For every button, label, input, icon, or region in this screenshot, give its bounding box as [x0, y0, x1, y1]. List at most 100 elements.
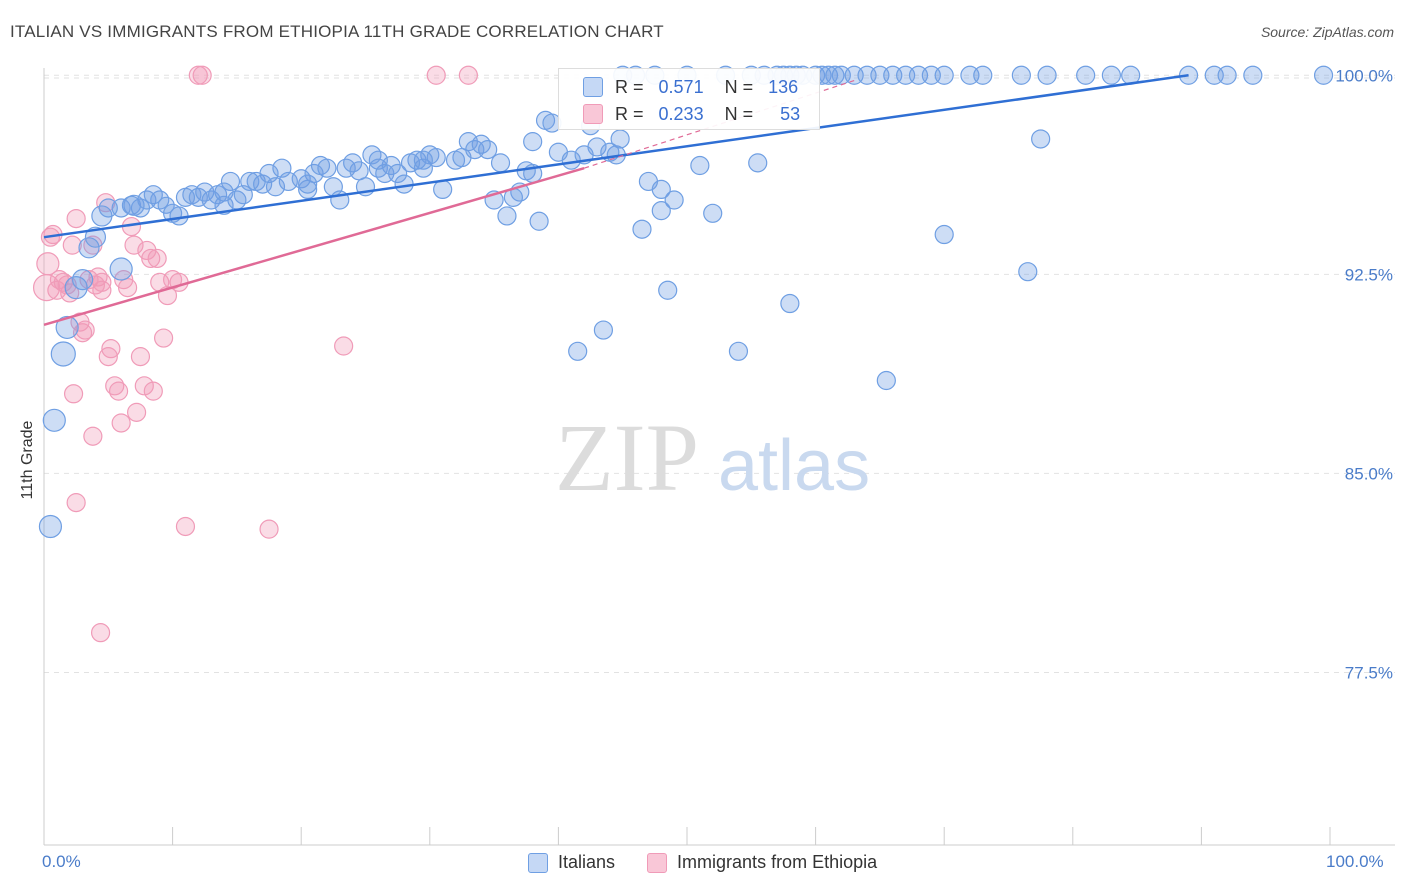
data-point	[130, 198, 151, 218]
legend-label: Italians	[558, 852, 616, 872]
data-point	[75, 320, 95, 340]
data-point	[568, 341, 588, 361]
data-point	[157, 196, 175, 214]
data-point	[1243, 65, 1263, 85]
data-point	[529, 211, 549, 231]
data-point	[1101, 65, 1121, 85]
n-label: N =	[724, 76, 754, 97]
data-point	[66, 493, 86, 513]
data-point	[388, 163, 408, 184]
data-point	[38, 514, 63, 539]
r-label: R =	[615, 76, 644, 97]
italians-swatch	[528, 852, 548, 873]
italians-swatch	[583, 77, 603, 97]
legend-item-ethiopia[interactable]: Immigrants from Ethiopia	[647, 852, 877, 873]
data-point	[664, 190, 684, 210]
watermark: ZIP atlas	[555, 404, 870, 511]
data-point	[78, 237, 100, 259]
chart-title: ITALIAN VS IMMIGRANTS FROM ETHIOPIA 11TH…	[10, 22, 664, 41]
data-point	[458, 65, 478, 85]
data-point	[71, 269, 94, 291]
series-legend: Italians Immigrants from Ethiopia	[528, 852, 899, 873]
data-point	[413, 150, 433, 170]
data-point	[62, 235, 82, 255]
gridlines	[44, 74, 1395, 673]
data-point	[108, 381, 129, 401]
data-point	[124, 235, 144, 255]
data-point	[407, 150, 427, 170]
data-point	[478, 139, 498, 160]
data-point	[490, 153, 511, 173]
data-point	[92, 280, 112, 300]
n-label: N =	[724, 103, 754, 124]
n-value: 136	[768, 76, 799, 97]
y-tick-label: 100.0%	[1335, 66, 1393, 85]
data-point	[55, 315, 79, 340]
y-tick-label: 85.0%	[1345, 464, 1393, 483]
data-point	[101, 339, 121, 359]
data-point	[63, 384, 84, 404]
data-point	[109, 257, 133, 281]
data-point	[1076, 65, 1096, 85]
stats-legend: R = 0.571 N = 136 R = 0.233 N = 53	[558, 68, 820, 130]
watermark-zip: ZIP	[555, 404, 699, 511]
r-label: R =	[615, 103, 644, 124]
data-point	[610, 129, 630, 149]
data-point	[433, 179, 453, 200]
chart-source: Source: ZipAtlas.com	[1260, 24, 1394, 40]
data-point	[497, 206, 517, 226]
legend-item-italians[interactable]: Italians	[528, 852, 615, 873]
r-value: 0.571	[658, 76, 704, 97]
data-point	[593, 320, 614, 340]
data-point	[265, 177, 286, 197]
data-point	[92, 272, 112, 292]
data-point	[703, 203, 723, 223]
data-point	[690, 155, 710, 176]
data-point	[1011, 65, 1031, 85]
data-point	[973, 65, 993, 85]
data-point	[651, 201, 671, 221]
data-point	[368, 150, 388, 170]
data-point	[298, 174, 318, 194]
data-point	[66, 209, 86, 229]
data-point	[1313, 65, 1334, 85]
data-point	[175, 516, 196, 537]
data-point	[658, 280, 678, 300]
data-point	[143, 381, 163, 401]
data-point	[334, 336, 354, 356]
data-point	[523, 132, 543, 152]
data-point	[42, 408, 66, 432]
data-point	[426, 65, 446, 85]
data-point	[381, 155, 401, 176]
data-point	[317, 158, 337, 178]
data-point	[134, 376, 154, 396]
data-point	[1018, 262, 1038, 282]
data-point	[153, 328, 174, 348]
data-point	[876, 370, 896, 391]
data-point	[141, 248, 161, 269]
data-point	[934, 65, 954, 85]
data-point	[259, 519, 279, 539]
data-point	[632, 219, 652, 239]
data-point	[117, 278, 138, 298]
data-point	[780, 293, 800, 314]
data-point	[36, 252, 60, 276]
data-point	[748, 153, 768, 173]
data-point	[587, 137, 607, 157]
data-point	[98, 347, 118, 367]
data-point	[825, 65, 845, 85]
x-tick-min: 0.0%	[42, 852, 81, 871]
data-point	[728, 341, 749, 361]
data-point	[192, 65, 212, 85]
data-point	[1031, 129, 1051, 149]
data-point	[130, 347, 151, 367]
data-point	[84, 226, 107, 248]
italians-trend-line	[43, 74, 1189, 239]
y-tick-label: 77.5%	[1345, 663, 1393, 682]
data-point	[304, 163, 324, 184]
legend-label: Immigrants from Ethiopia	[677, 852, 878, 872]
x-tick-max: 100.0%	[1326, 852, 1384, 871]
data-point	[90, 623, 111, 643]
y-tick-label: 92.5%	[1345, 265, 1393, 284]
